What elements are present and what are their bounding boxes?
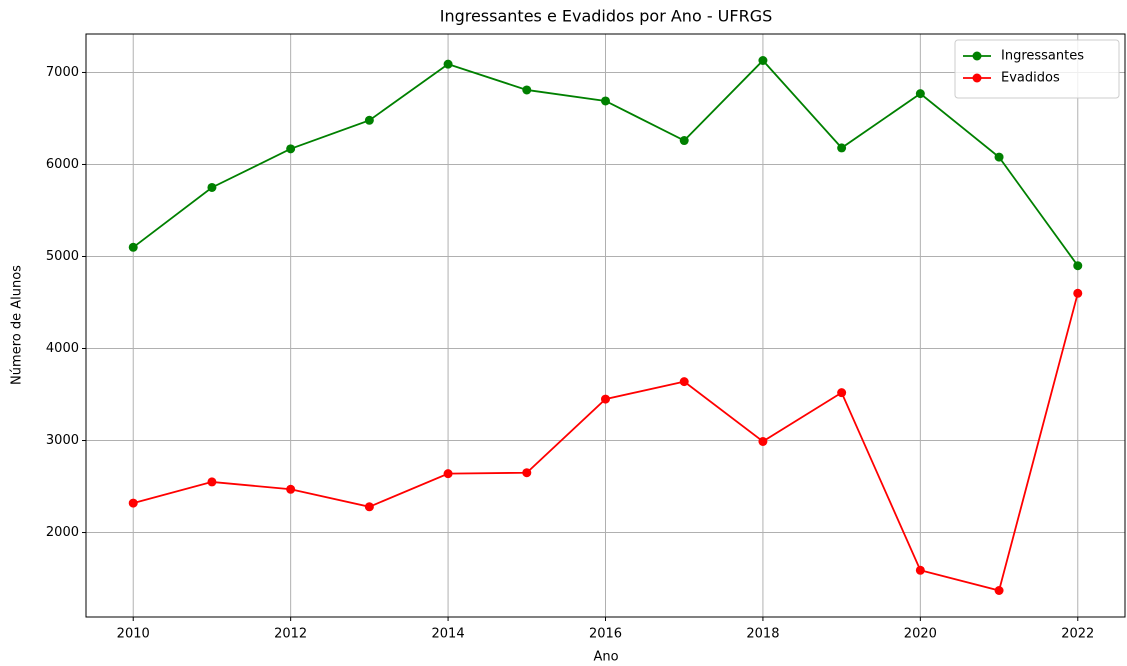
data-point [1073,288,1083,298]
data-point [364,502,374,512]
data-point [679,377,689,387]
data-point [601,394,610,404]
data-point [679,136,689,146]
data-point [758,436,768,446]
data-point [364,115,374,125]
y-tick-label: 7000 [46,65,79,80]
legend-marker [972,51,982,61]
data-point [286,484,296,494]
data-point [128,498,138,508]
y-tick-label: 5000 [46,249,79,264]
x-tick-label: 2022 [1061,627,1094,642]
x-tick-label: 2018 [746,627,779,642]
data-point [443,469,453,479]
x-tick-label: 2012 [274,627,307,642]
data-point [207,182,217,192]
x-tick-label: 2016 [589,627,622,642]
y-tick-label: 2000 [46,525,79,540]
x-axis-label: Ano [593,650,618,665]
data-point [837,388,847,398]
data-point [994,586,1004,595]
legend-label: Evadidos [1001,71,1060,86]
data-point [207,477,217,487]
data-point [994,152,1004,162]
legend-label: Ingressantes [1001,49,1084,64]
x-tick-label: 2010 [117,627,150,642]
data-point [286,144,296,154]
data-point [1073,261,1083,271]
data-point [915,565,925,575]
data-point [758,56,768,65]
x-tick-label: 2020 [904,627,937,642]
y-tick-label: 6000 [46,157,79,172]
legend-marker [972,73,982,83]
y-tick-label: 3000 [46,433,79,448]
data-point [128,242,138,252]
data-point [443,59,453,69]
y-axis-label: Número de Alunos [10,265,25,385]
data-point [837,143,847,153]
x-tick-label: 2014 [432,627,465,642]
data-point [601,96,610,106]
chart-title: Ingressantes e Evadidos por Ano - UFRGS [440,7,773,26]
y-tick-label: 4000 [46,341,79,356]
legend: Ingressantes Evadidos [954,39,1120,99]
data-point [522,85,532,95]
data-point [915,89,925,99]
data-point [522,468,532,478]
plot-frame [85,33,1126,618]
legend-box [954,39,1120,99]
